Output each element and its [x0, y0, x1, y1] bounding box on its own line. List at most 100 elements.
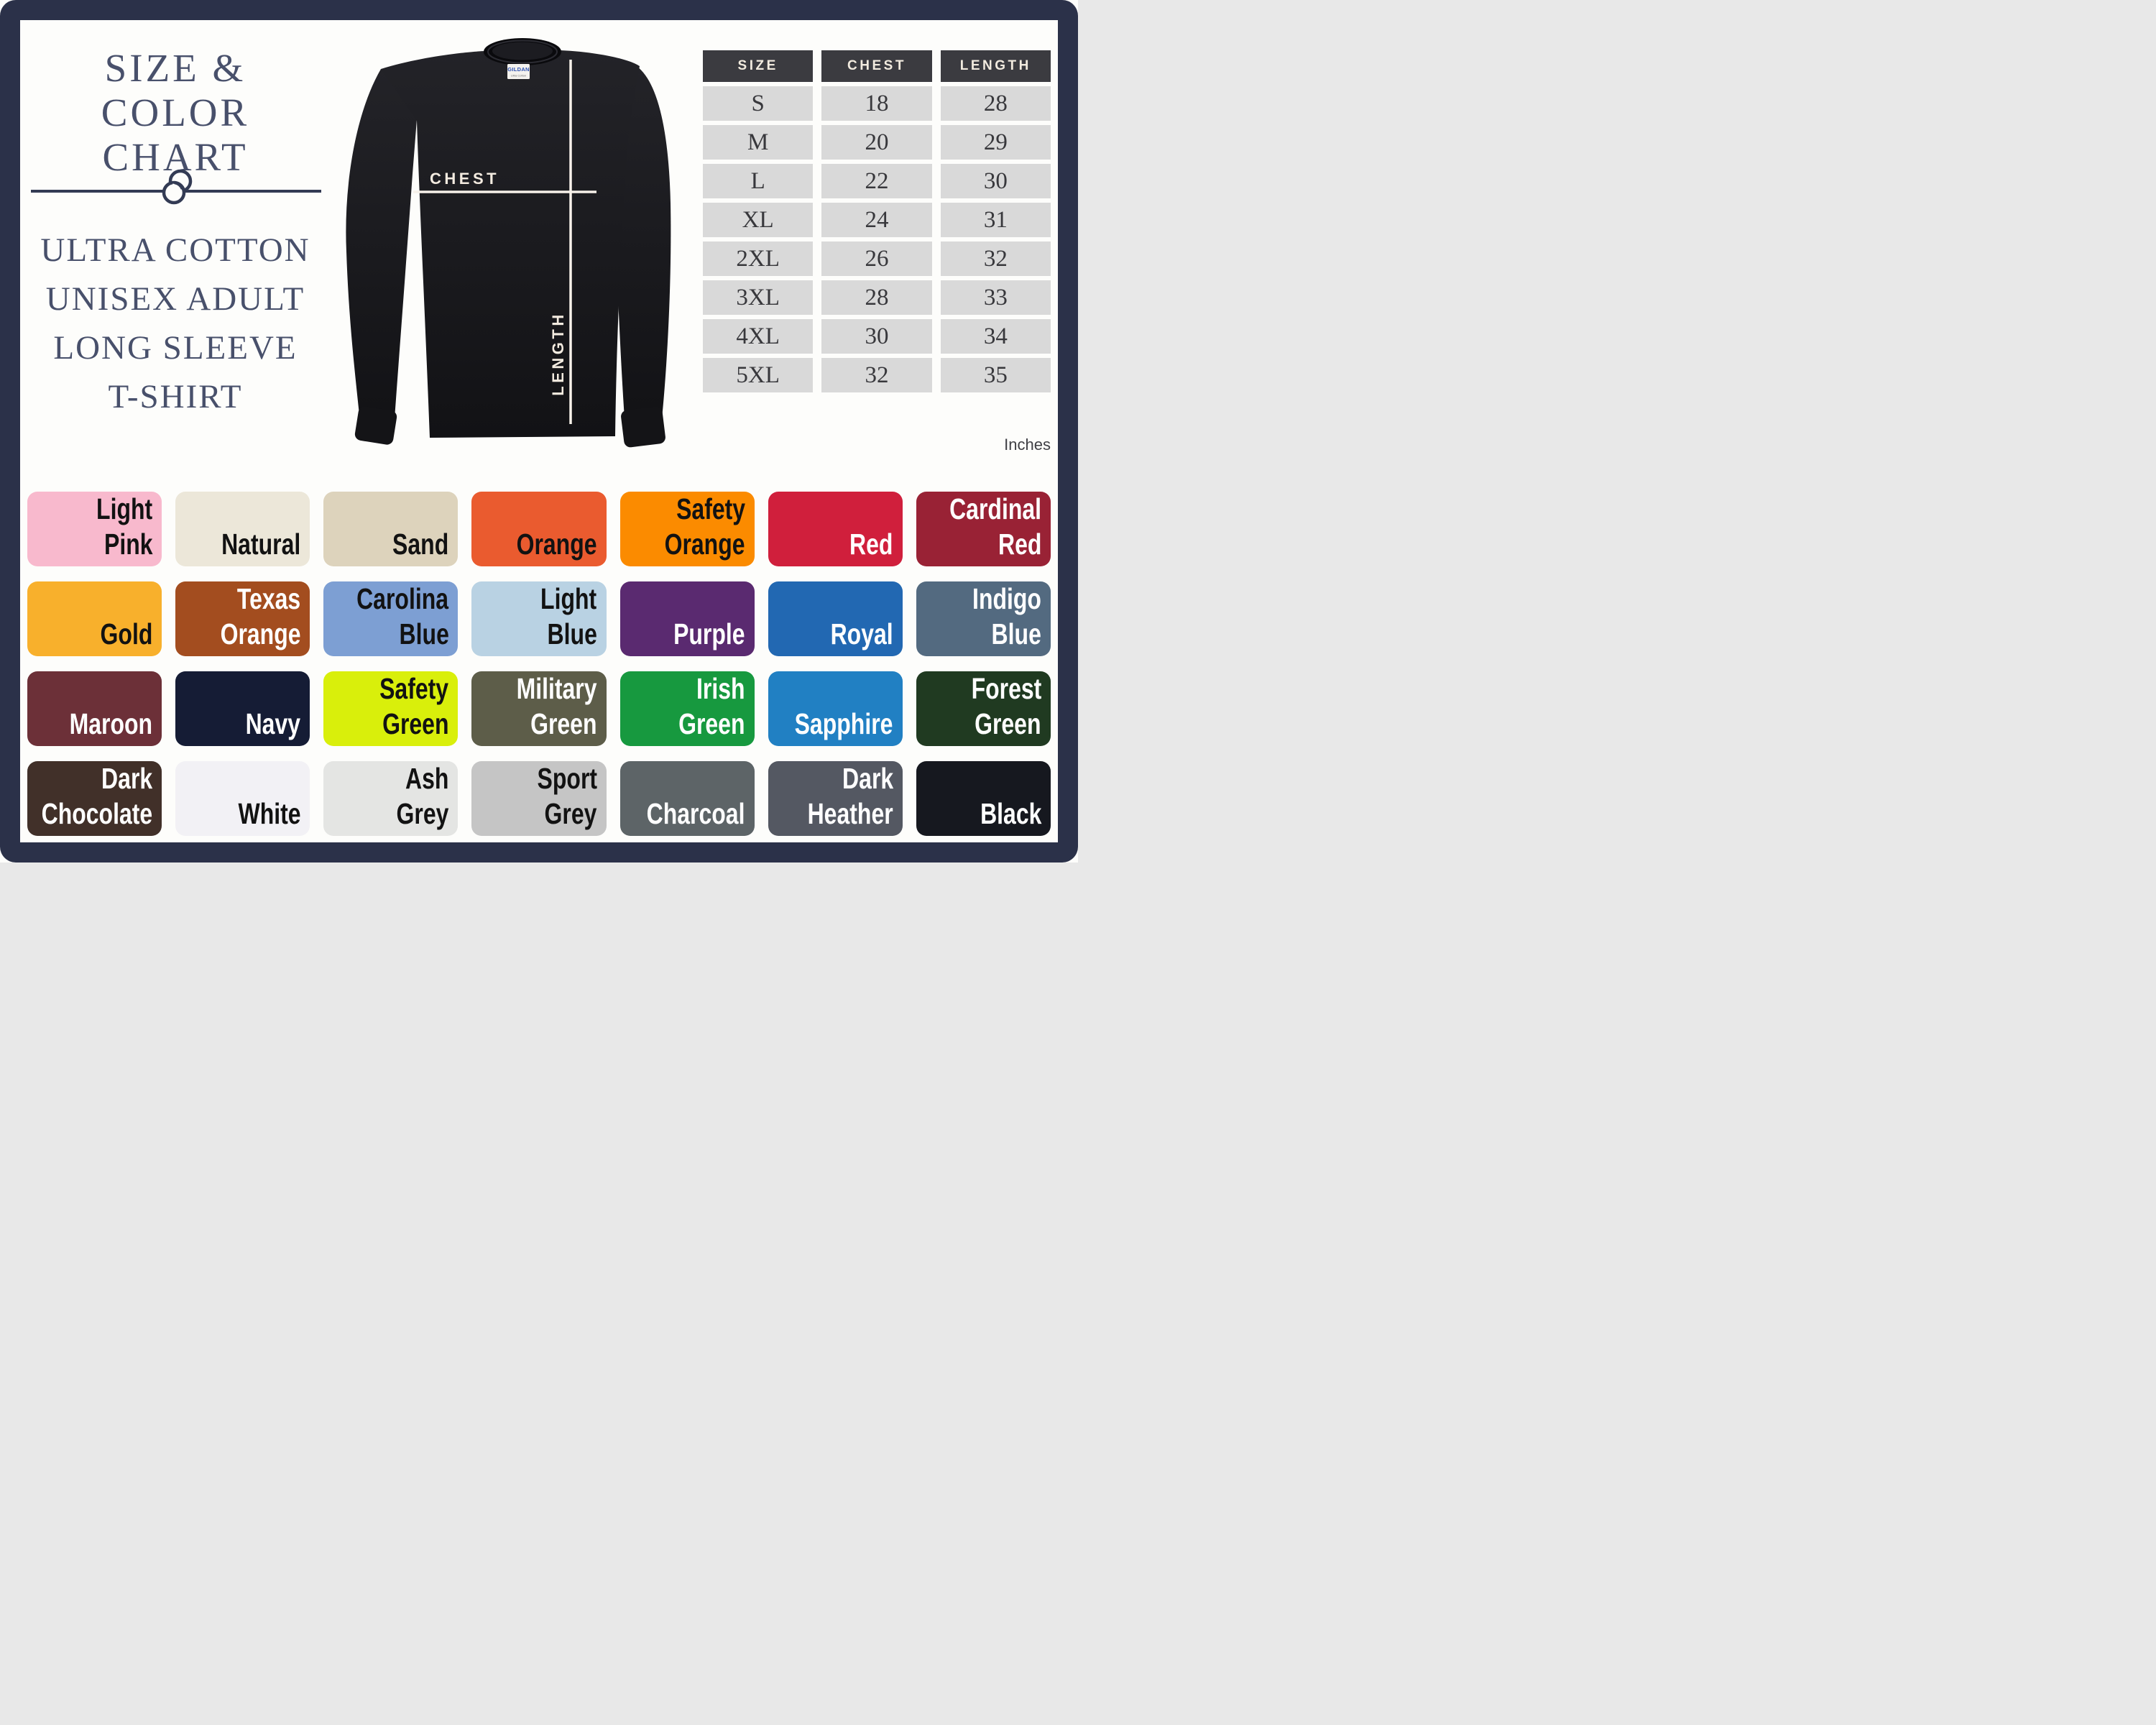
color-name-line: Carolina — [356, 581, 449, 615]
title-line-1: SIZE & COLOR — [101, 46, 250, 134]
color-name-line: Safety — [379, 671, 449, 705]
color-swatch-navy: Navy — [175, 671, 310, 746]
table-cell-size: L — [703, 164, 814, 198]
color-name-line: Military — [516, 671, 597, 705]
units-note: Inches — [1004, 436, 1051, 454]
color-swatch-sand: Sand — [323, 492, 459, 566]
color-name-line: Cardinal — [949, 492, 1041, 525]
color-name-line: White — [238, 796, 301, 830]
table-cell-length: 35 — [940, 358, 1051, 392]
color-swatch-royal: Royal — [768, 581, 903, 656]
table-cell-length: 34 — [940, 319, 1051, 354]
color-name-line: Gold — [100, 617, 153, 650]
color-name-line: Irish — [696, 671, 745, 705]
color-swatch-carolina-blue: Carolina Blue — [323, 581, 459, 656]
color-name-line: Safety — [676, 492, 745, 525]
tshirt-illustration: GILDAN Ultra Cotton CHEST LENGTH — [346, 38, 671, 448]
color-name-line: Pink — [103, 527, 153, 561]
subtitle-line-4: T-SHIRT — [108, 378, 243, 415]
subtitle-line-1: ULTRA COTTON — [40, 231, 310, 269]
color-swatch-irish-green: Irish Green — [619, 671, 755, 746]
color-swatch-gold: Gold — [27, 581, 162, 656]
color-name-line: Indigo — [972, 581, 1041, 615]
interlocked-rings-icon — [162, 169, 193, 205]
table-cell-size: 2XL — [703, 242, 814, 276]
color-name-line: Orange — [664, 527, 745, 561]
color-name-line: Red — [998, 527, 1041, 561]
size-color-chart-page: SIZE & COLOR CHART ULTRA COTTON UNISEX A… — [0, 0, 1078, 862]
color-name-line: Black — [980, 796, 1041, 830]
size-table-header-length: LENGTH — [940, 50, 1051, 82]
color-name-line: Maroon — [69, 707, 153, 740]
color-swatch-sapphire: Sapphire — [768, 671, 903, 746]
color-name-line: Texas — [236, 581, 301, 615]
color-name-line: Forest — [971, 671, 1041, 705]
color-swatch-dark-chocolate: Dark Chocolate — [27, 761, 162, 836]
table-cell-length: 31 — [940, 203, 1051, 237]
table-cell-chest: 26 — [821, 242, 932, 276]
table-cell-size: 4XL — [703, 319, 814, 354]
color-name-line: Orange — [516, 527, 597, 561]
color-swatch-black: Black — [916, 761, 1051, 836]
color-swatch-white: White — [175, 761, 310, 836]
color-swatch-safety-orange: Safety Orange — [619, 492, 755, 566]
table-cell-size: S — [703, 86, 814, 121]
table-cell-size: 5XL — [703, 358, 814, 392]
color-name-line: Orange — [220, 617, 301, 650]
color-name-line: Blue — [547, 617, 597, 650]
neck-brand-text: GILDAN — [507, 66, 530, 73]
color-name-line: Blue — [399, 617, 449, 650]
table-cell-length: 33 — [940, 280, 1051, 315]
color-swatch-maroon: Maroon — [27, 671, 162, 746]
color-swatch-orange: Orange — [471, 492, 607, 566]
color-swatch-cardinal-red: Cardinal Red — [916, 492, 1051, 566]
color-swatch-purple: Purple — [619, 581, 755, 656]
color-swatch-natural: Natural — [175, 492, 310, 566]
color-swatch-dark-heather: Dark Heather — [768, 761, 903, 836]
color-name-line: Purple — [673, 617, 745, 650]
table-cell-size: 3XL — [703, 280, 814, 315]
color-swatch-military-green: Military Green — [471, 671, 607, 746]
color-name-line: Light — [96, 492, 153, 525]
table-cell-chest: 18 — [821, 86, 932, 121]
table-cell-length: 30 — [940, 164, 1051, 198]
chest-measure-label: CHEST — [430, 170, 499, 188]
color-swatch-charcoal: Charcoal — [619, 761, 755, 836]
color-name-line: Grey — [396, 796, 449, 830]
color-name-line: Dark — [842, 761, 893, 795]
table-cell-length: 29 — [940, 125, 1051, 160]
table-cell-length: 28 — [940, 86, 1051, 121]
color-name-line: Light — [540, 581, 597, 615]
color-name-line: Blue — [991, 617, 1041, 650]
color-swatch-ash-grey: Ash Grey — [323, 761, 459, 836]
color-swatch-texas-orange: Texas Orange — [175, 581, 310, 656]
table-cell-chest: 22 — [821, 164, 932, 198]
color-name-line: Grey — [544, 796, 597, 830]
color-name-line: Sand — [392, 527, 449, 561]
color-swatch-indigo-blue: Indigo Blue — [916, 581, 1051, 656]
neck-sub-text: Ultra Cotton — [511, 74, 526, 78]
color-name-line: Navy — [245, 707, 301, 740]
color-swatch-light-pink: Light Pink — [27, 492, 162, 566]
size-table: SIZE CHEST LENGTH S 18 28 M 20 29 L 22 3… — [703, 50, 1051, 392]
color-name-line: Natural — [221, 527, 301, 561]
neck-label: GILDAN Ultra Cotton — [507, 64, 530, 79]
color-swatch-forest-green: Forest Green — [916, 671, 1051, 746]
color-swatch-grid: Light Pink Natural Sand Orange Safety Or… — [27, 492, 1051, 836]
table-cell-size: XL — [703, 203, 814, 237]
color-name-line: Dark — [101, 761, 153, 795]
table-cell-length: 32 — [940, 242, 1051, 276]
length-measure-label: LENGTH — [549, 311, 567, 395]
page-title: SIZE & COLOR CHART — [27, 46, 323, 180]
subtitle-line-2: UNISEX ADULT — [45, 280, 305, 318]
color-swatch-red: Red — [768, 492, 903, 566]
color-name-line: Ash — [405, 761, 449, 795]
color-name-line: Green — [382, 707, 449, 740]
color-name-line: Green — [975, 707, 1041, 740]
color-name-line: Charcoal — [646, 796, 745, 830]
color-name-line: Chocolate — [41, 796, 153, 830]
table-cell-chest: 20 — [821, 125, 932, 160]
color-name-line: Royal — [830, 617, 893, 650]
product-subtitle: ULTRA COTTON UNISEX ADULT LONG SLEEVE T-… — [22, 226, 329, 421]
color-name-line: Heather — [807, 796, 893, 830]
